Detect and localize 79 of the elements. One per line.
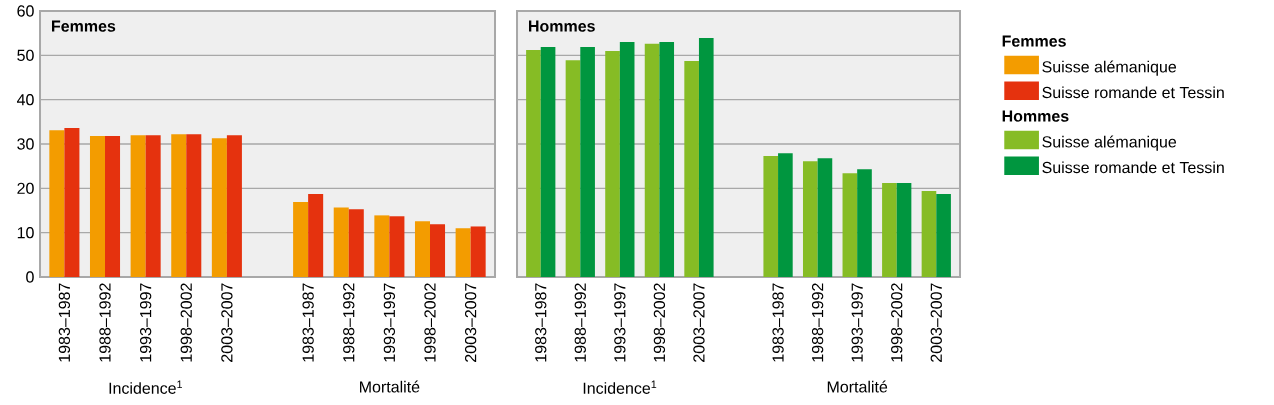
bar — [526, 50, 541, 277]
x-tick-label: 1988–1992 — [811, 283, 824, 362]
x-tick-label: 1993–1997 — [139, 283, 152, 362]
legend-title: Hommes — [1002, 110, 1069, 122]
x-tick-label: 1998–2002 — [180, 283, 192, 362]
legend-label: Suisse alémanique — [1042, 135, 1177, 151]
text: Mortalité — [827, 380, 888, 393]
text: Incidence$^{1}$ — [109, 380, 182, 394]
bar — [226, 135, 242, 277]
bar — [802, 161, 818, 277]
bar — [817, 158, 833, 277]
bar — [857, 169, 872, 277]
x-tick-label: 1998–2002 — [653, 283, 666, 362]
y-tick-label: 20 — [17, 182, 34, 194]
bar — [455, 228, 471, 277]
x-tick-label: 1998–2002 — [891, 283, 903, 362]
bar — [130, 135, 146, 277]
x-tick-label: 2003–2007 — [693, 283, 705, 362]
legend-label: Suisse alémanique — [1042, 60, 1177, 76]
bar — [430, 224, 446, 277]
bar — [921, 191, 937, 277]
bar — [882, 183, 897, 277]
bar — [698, 38, 714, 277]
legend-title: Femmes — [1002, 35, 1066, 47]
bar — [936, 194, 951, 277]
bar — [684, 61, 699, 277]
x-tick-label: 1998–2002 — [424, 283, 436, 362]
x-tick-label: 1993–1997 — [851, 283, 863, 362]
bar — [171, 134, 187, 277]
y-tick-label: 40 — [16, 94, 34, 106]
bar — [293, 202, 309, 277]
bar — [333, 207, 349, 277]
y-tick-label: 0 — [26, 271, 34, 283]
x-tick-label: 1983–1987 — [535, 283, 547, 362]
legend-label: Suisse romande et Tessin — [1042, 86, 1224, 99]
x-tick-label: 2003–2007 — [464, 283, 477, 362]
bar — [186, 134, 202, 277]
text: Incidence$^{1}$ — [583, 380, 657, 394]
x-tick-label: 1988–1992 — [99, 283, 111, 362]
x-tick-label: 1983–1987 — [58, 283, 71, 362]
chart-title: Hommes — [529, 20, 595, 32]
x-tick-label: 2003–2007 — [221, 283, 233, 362]
bar — [414, 221, 431, 277]
text: Mortalité — [360, 380, 420, 393]
x-tick-label: 2003–2007 — [930, 283, 942, 362]
bar — [580, 46, 595, 277]
bar — [64, 128, 80, 277]
bar — [470, 226, 486, 277]
bar — [145, 135, 161, 277]
bar — [842, 173, 858, 277]
bar — [896, 183, 912, 277]
legend-label: Suisse romande et Tessin — [1042, 161, 1224, 174]
bar — [659, 42, 675, 277]
bar — [565, 60, 581, 277]
bar — [308, 194, 324, 277]
x-tick-label: 1983–1987 — [302, 283, 314, 362]
y-tick-label: 10 — [17, 227, 34, 239]
bar — [619, 42, 635, 277]
y-tick-label: 60 — [17, 5, 34, 17]
bar — [540, 46, 556, 277]
bar — [348, 209, 364, 277]
bar — [49, 130, 65, 277]
x-tick-label: 1988–1992 — [343, 283, 355, 362]
bar — [644, 43, 660, 277]
bar — [778, 153, 793, 277]
x-tick-label: 1983–1987 — [772, 283, 784, 362]
chart-title: Femmes — [52, 20, 116, 32]
x-tick-label: 1993–1997 — [383, 283, 396, 362]
bar — [389, 216, 405, 277]
bar — [105, 136, 121, 277]
bar — [374, 215, 390, 277]
x-tick-label: 1988–1992 — [574, 283, 586, 362]
bar — [211, 138, 227, 277]
bar — [605, 50, 620, 277]
x-tick-label: 1993–1997 — [614, 283, 626, 362]
y-tick-label: 30 — [17, 138, 34, 150]
y-tick-label: 50 — [17, 49, 34, 61]
bar — [763, 155, 779, 277]
bar — [89, 136, 106, 277]
